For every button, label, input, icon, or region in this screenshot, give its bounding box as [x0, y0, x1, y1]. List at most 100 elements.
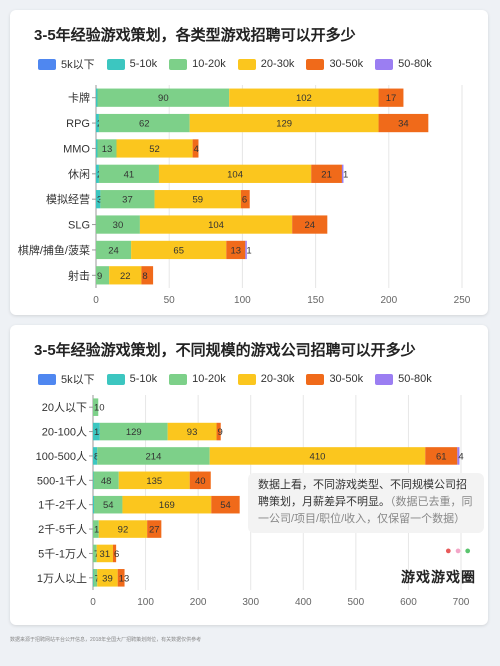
- legend-swatch: [306, 58, 325, 70]
- bar-segment: [378, 113, 429, 133]
- legend-item[interactable]: 50-80k: [375, 371, 432, 387]
- legend-label: 5-10k: [129, 58, 158, 70]
- bar-segment: [96, 240, 132, 260]
- bar-segment: [93, 544, 97, 563]
- data-label: 48: [101, 476, 112, 487]
- bar-segment: [167, 422, 217, 441]
- legend-item[interactable]: 20-30k: [237, 56, 294, 72]
- bar-segment: [99, 422, 168, 441]
- data-label: 3: [97, 195, 102, 206]
- legend-label: 10-20k: [192, 58, 226, 70]
- bar-segment: [93, 520, 99, 538]
- data-label: 6: [114, 549, 119, 560]
- bar-segment: [209, 447, 426, 465]
- x-tick-label: 0: [93, 295, 99, 306]
- data-label: 135: [146, 476, 162, 487]
- data-label: 13: [102, 144, 113, 155]
- bar-segment: [131, 240, 227, 260]
- legend-label: 5k以下: [61, 374, 95, 386]
- ghost-icons: ●●●: [445, 545, 474, 557]
- chart-card-company-size: 3-5年经验游戏策划，不同规模的游戏公司招聘可以开多少 5k以下 5-10k 1…: [10, 325, 488, 625]
- data-label: 13: [119, 573, 130, 584]
- data-label: 92: [118, 525, 129, 536]
- ghost-icon: ●: [454, 545, 465, 557]
- data-label: 6: [242, 195, 247, 206]
- bar-segment: [139, 215, 293, 234]
- bar-segment: [98, 520, 148, 538]
- bar-segment: [192, 139, 199, 158]
- legend-swatch: [237, 58, 256, 70]
- bar-segment: [96, 544, 113, 563]
- bar-segment: [425, 447, 458, 465]
- data-label: 129: [126, 427, 142, 438]
- category-label: 模拟经营: [46, 192, 90, 206]
- data-label: 40: [195, 476, 206, 487]
- bar-segment: [96, 190, 101, 209]
- category-label: 20-100人: [42, 426, 87, 439]
- legend-item[interactable]: 5-10k: [106, 371, 158, 387]
- legend-item[interactable]: 5k以下: [38, 56, 95, 72]
- legend-item[interactable]: 30-50k: [306, 56, 363, 72]
- legend-item[interactable]: 5k以下: [38, 371, 95, 387]
- category-label: SLG: [68, 220, 90, 232]
- data-label: 8: [142, 271, 147, 282]
- x-tick-label: 0: [90, 597, 96, 608]
- category-label: 100-500人: [36, 450, 87, 463]
- bar-segment: [98, 164, 159, 183]
- chart-card-game-type: 3-5年经验游戏策划，各类型游戏招聘可以开多少 5k以下 5-10k 10-20…: [10, 10, 488, 315]
- category-label: 休闲: [68, 167, 90, 181]
- legend-swatch: [169, 58, 188, 70]
- data-label: 102: [296, 93, 312, 104]
- bar-segment: [94, 495, 123, 514]
- data-label: 61: [436, 451, 447, 462]
- legend-item[interactable]: 10-20k: [169, 56, 226, 72]
- legend-label: 50-80k: [398, 373, 432, 385]
- bar-segment: [118, 471, 190, 490]
- data-label: 13: [94, 427, 105, 438]
- bar-segment: [96, 139, 98, 158]
- bar-segment: [189, 471, 211, 490]
- bar-segment: [211, 495, 240, 514]
- legend-item[interactable]: 20-30k: [237, 371, 294, 387]
- data-label: 214: [146, 451, 162, 462]
- data-label: 39: [102, 573, 113, 584]
- ghost-icon: ●: [445, 545, 455, 557]
- legend-item[interactable]: 10-20k: [169, 371, 226, 387]
- legend-swatch: [106, 373, 125, 385]
- legend-label: 10-20k: [192, 373, 226, 385]
- ghost-icon: ●: [464, 545, 474, 557]
- x-tick-label: 200: [380, 295, 397, 306]
- legend-item[interactable]: 5-10k: [106, 56, 158, 72]
- data-label: 22: [120, 271, 131, 282]
- legend-swatch: [169, 373, 188, 385]
- bar-segment: [100, 190, 155, 209]
- category-label: 500-1千人: [37, 474, 87, 487]
- bar-segment: [97, 569, 118, 587]
- category-label: RPG: [66, 118, 90, 130]
- stacked-bar-chart: 050100150200250卡牌79010217RPG26212934MMO1…: [18, 85, 471, 306]
- legend-swatch: [306, 373, 325, 385]
- data-label: 24: [108, 245, 119, 256]
- bar-segment: [457, 447, 460, 465]
- bar-segment: [154, 190, 241, 209]
- x-tick-label: 500: [348, 597, 365, 608]
- legend-label: 30-50k: [329, 58, 364, 70]
- data-label: 17: [386, 93, 397, 104]
- bar-segment: [93, 422, 100, 441]
- legend-item[interactable]: 50-80k: [375, 56, 432, 72]
- x-tick-label: 50: [164, 295, 176, 306]
- data-label: 4: [458, 451, 463, 462]
- legend-label: 5-10k: [129, 373, 158, 385]
- data-label: 7: [94, 549, 99, 560]
- bar-segment: [97, 88, 230, 107]
- data-label: 13: [231, 245, 242, 256]
- legend-swatch: [237, 373, 256, 385]
- bar-segment: [97, 447, 210, 465]
- legend-item[interactable]: 30-50k: [306, 371, 363, 387]
- bar-segment: [96, 88, 98, 107]
- bar-segment: [93, 471, 119, 490]
- bar-segment: [112, 544, 117, 563]
- data-label: 59: [192, 195, 203, 206]
- bar-segment: [98, 113, 190, 133]
- bar-segment: [93, 569, 98, 587]
